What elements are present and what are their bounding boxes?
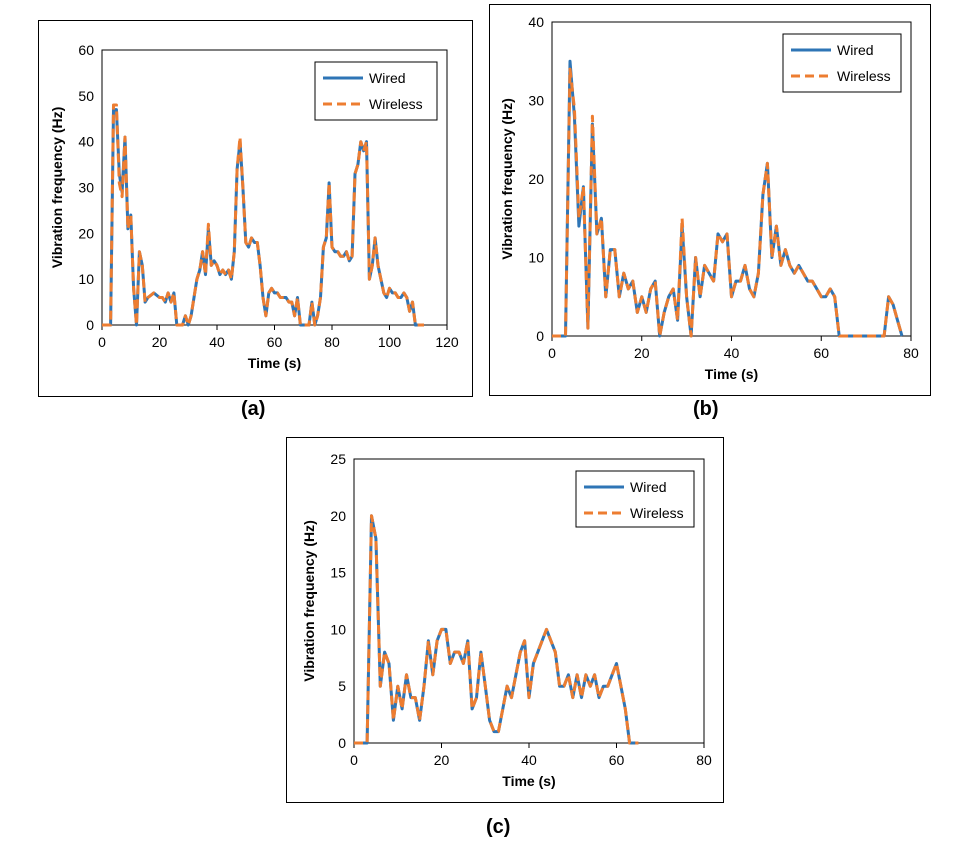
x-tick-label: 40 (521, 752, 537, 768)
chart-panel-c: 0 5 10 15 20 25 0 20 40 60 80 Time (s) Vibration fre… (286, 437, 724, 803)
x-tick-label: 0 (98, 334, 106, 350)
y-axis-label: Vibration frequency (Hz) (499, 98, 515, 260)
series-line-wireless (552, 67, 904, 338)
legend-box (782, 33, 902, 93)
series-line-wireless (354, 514, 639, 745)
x-tick-label: 60 (609, 752, 625, 768)
legend-label-wireless: Wireless (369, 96, 423, 112)
x-tick-label: 20 (634, 345, 650, 361)
legend: Wired Wireless (575, 470, 695, 528)
chart-panel-a: 0 10 20 30 40 50 60 0 20 40 60 80 100 120 Time (s) Vibr… (38, 20, 473, 397)
x-tick-label: 80 (903, 345, 919, 361)
caption-b: (b) (693, 398, 719, 420)
y-tick-label: 40 (78, 134, 94, 150)
x-tick-label: 60 (813, 345, 829, 361)
y-tick-label: 10 (78, 271, 94, 287)
y-tick-label: 5 (338, 678, 346, 694)
x-tick-label: 80 (696, 752, 712, 768)
y-tick-label: 20 (330, 508, 346, 524)
y-tick-label: 60 (78, 42, 94, 58)
legend: Wired Wireless (782, 33, 902, 93)
legend-box (575, 470, 695, 528)
x-tick-label: 80 (324, 334, 340, 350)
x-tick-label: 40 (209, 334, 225, 350)
legend: Wired Wireless (314, 61, 438, 121)
x-tick-label: 60 (267, 334, 283, 350)
legend-label-wired: Wired (630, 479, 667, 495)
chart-svg-b: 0 10 20 30 40 0 20 40 60 80 Time (s) Vibration freq… (489, 4, 931, 396)
legend-label-wireless: Wireless (630, 505, 684, 521)
x-tick-label: 40 (724, 345, 740, 361)
x-tick-label: 100 (378, 334, 402, 350)
x-axis-label: Time (s) (248, 355, 301, 371)
y-tick-label: 15 (330, 565, 346, 581)
x-tick-label: 120 (435, 334, 459, 350)
y-tick-label: 0 (536, 328, 544, 344)
y-tick-label: 30 (78, 180, 94, 196)
legend-label-wired: Wired (837, 42, 874, 58)
legend-box (314, 61, 438, 121)
y-tick-label: 20 (528, 171, 544, 187)
y-tick-label: 0 (86, 317, 94, 333)
y-axis-label: Vibration frequency (Hz) (49, 107, 65, 269)
y-tick-label: 10 (528, 250, 544, 266)
y-tick-label: 40 (528, 14, 544, 30)
series-line-wireless (102, 103, 424, 327)
x-tick-label: 0 (350, 752, 358, 768)
y-tick-label: 50 (78, 88, 94, 104)
x-axis-label: Time (s) (705, 366, 758, 382)
chart-svg-c: 0 5 10 15 20 25 0 20 40 60 80 Time (s) Vibration fre… (286, 437, 724, 803)
x-tick-label: 0 (548, 345, 556, 361)
y-axis-label: Vibration frequency (Hz) (301, 520, 317, 682)
chart-svg-a: 0 10 20 30 40 50 60 0 20 40 60 80 100 120 Time (s) Vibr… (38, 20, 473, 397)
y-tick-label: 25 (330, 451, 346, 467)
legend-label-wireless: Wireless (837, 68, 891, 84)
caption-c: (c) (486, 816, 511, 838)
x-tick-label: 20 (152, 334, 168, 350)
chart-panel-b: 0 10 20 30 40 0 20 40 60 80 Time (s) Vibration freq… (489, 4, 931, 396)
x-axis-label: Time (s) (502, 773, 555, 789)
y-tick-label: 20 (78, 225, 94, 241)
y-tick-label: 30 (528, 93, 544, 109)
y-tick-label: 0 (338, 735, 346, 751)
legend-label-wired: Wired (369, 70, 406, 86)
y-tick-label: 10 (330, 621, 346, 637)
caption-a: (a) (241, 398, 266, 420)
x-tick-label: 20 (434, 752, 450, 768)
